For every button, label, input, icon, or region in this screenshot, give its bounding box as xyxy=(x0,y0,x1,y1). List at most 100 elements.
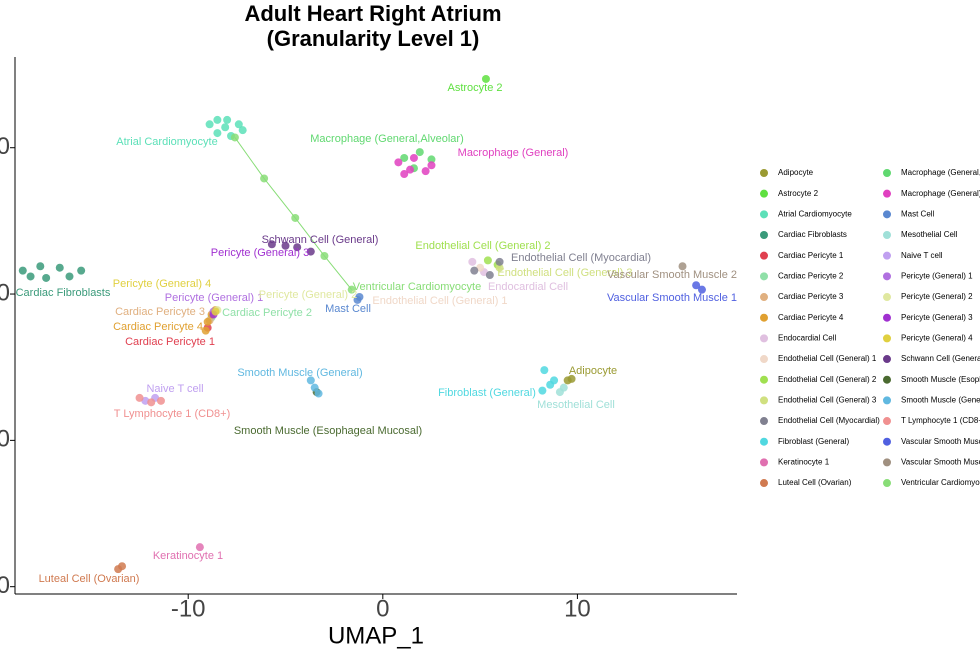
cell-point xyxy=(559,383,568,392)
cell-point xyxy=(135,393,144,402)
cluster-label: Pericyte (General) 1 xyxy=(165,292,263,304)
y-tick-label: -10 xyxy=(0,572,10,599)
legend-swatch xyxy=(760,437,768,446)
cell-point xyxy=(156,396,165,405)
cell-point xyxy=(203,317,212,326)
cluster-label: Cardiac Pericyte 3 xyxy=(115,306,205,318)
cell-point xyxy=(400,153,409,162)
cell-point xyxy=(26,272,35,281)
legend-swatch xyxy=(883,334,891,343)
legend-swatch xyxy=(883,355,891,364)
cell-point xyxy=(18,266,27,275)
legend-label: Cardiac Pericyte 3 xyxy=(778,292,844,301)
legend-label: Ventricular Cardiomyocyte xyxy=(901,478,980,487)
cell-point xyxy=(427,155,436,164)
cluster-label: Vascular Smooth Muscle 2 xyxy=(607,269,737,281)
cell-point xyxy=(306,376,315,385)
cell-point xyxy=(260,174,269,183)
cell-point xyxy=(65,272,74,281)
cell-point xyxy=(697,285,706,294)
legend-swatch xyxy=(883,189,891,198)
cell-point xyxy=(42,273,51,282)
legend-swatch xyxy=(883,396,891,405)
cell-point xyxy=(495,263,504,272)
cell-point xyxy=(692,281,701,290)
legend-swatch xyxy=(883,251,891,260)
legend-swatch xyxy=(760,189,768,198)
cluster-label: Smooth Muscle (General) xyxy=(237,367,362,379)
cell-point xyxy=(400,170,409,179)
legend-label: Macrophage (General,Alveolar) xyxy=(901,168,980,177)
cell-point xyxy=(238,126,247,135)
legend-swatch xyxy=(760,313,768,322)
legend-label: Pericyte (General) 4 xyxy=(901,333,973,342)
cell-point xyxy=(483,256,492,265)
legend-swatch xyxy=(760,396,768,405)
legend-swatch xyxy=(760,231,768,240)
cell-point xyxy=(310,383,319,392)
cell-point xyxy=(468,257,477,266)
cell-point xyxy=(195,543,204,552)
legend-label: Mast Cell xyxy=(901,209,935,218)
cell-point xyxy=(567,374,576,383)
x-tick-label: -10 xyxy=(171,595,206,622)
legend-swatch xyxy=(760,417,768,426)
cell-point xyxy=(353,295,362,304)
cluster-label: Naive T cell xyxy=(146,383,203,395)
x-tick-label: 10 xyxy=(564,595,591,622)
cell-point xyxy=(394,158,403,167)
cell-point xyxy=(291,213,300,222)
cell-point xyxy=(678,262,687,271)
cluster-label: Astrocyte 2 xyxy=(447,82,502,94)
cluster-label: T Lymphocyte 1 (CD8+) xyxy=(114,408,230,420)
legend-swatch xyxy=(760,458,768,467)
cell-point xyxy=(221,123,230,132)
legend-label: Pericyte (General) 2 xyxy=(901,292,973,301)
legend-swatch xyxy=(760,479,768,488)
legend-label: Endocardial Cell xyxy=(778,333,836,342)
cell-point xyxy=(406,165,415,174)
cell-point xyxy=(36,262,45,271)
cell-point xyxy=(211,307,220,316)
legend-swatch xyxy=(883,417,891,426)
legend-label: Astrocyte 2 xyxy=(778,189,819,198)
cluster-label: Cardiac Fibroblasts xyxy=(16,287,111,299)
cluster-label: Mast Cell xyxy=(325,303,371,315)
legend-swatch xyxy=(883,210,891,219)
legend-swatch xyxy=(760,375,768,384)
legend-label: Luteal Cell (Ovarian) xyxy=(778,478,852,487)
cell-point xyxy=(267,240,276,249)
legend-swatch xyxy=(883,479,891,488)
cell-point xyxy=(409,153,418,162)
cluster-label: Endothelial Cell (General) 3 xyxy=(497,267,632,279)
cell-point xyxy=(306,247,315,256)
legend-swatch xyxy=(883,231,891,240)
cluster-label: Cardiac Pericyte 2 xyxy=(222,307,312,319)
cell-point xyxy=(234,120,243,129)
legend-swatch xyxy=(883,169,891,177)
cell-point xyxy=(147,398,156,407)
cell-point xyxy=(281,241,290,250)
y-tick-label: 0 xyxy=(0,426,10,453)
cell-point xyxy=(314,389,323,398)
y-tick-label: 10 xyxy=(0,279,10,306)
legend-swatch xyxy=(883,458,891,467)
cluster-label: Luteal Cell (Ovarian) xyxy=(39,573,140,585)
legend-label: T Lymphocyte 1 (CD8+) xyxy=(901,416,980,425)
cell-point xyxy=(230,133,239,142)
cluster-label: Fibroblast (General) xyxy=(438,387,536,399)
legend-label: Schwann Cell (General) xyxy=(901,354,980,363)
cluster-label: Atrial Cardiomyocyte xyxy=(116,136,217,148)
legend-swatch xyxy=(883,272,891,281)
trajectory-line xyxy=(234,137,353,290)
cluster-label: Vascular Smooth Muscle 1 xyxy=(607,292,737,304)
legend-label: Cardiac Pericyte 2 xyxy=(778,271,844,280)
cell-point xyxy=(223,115,232,124)
legend-swatch xyxy=(760,169,768,177)
cluster-label: Pericyte (General) 3 xyxy=(211,247,309,259)
cluster-label: Smooth Muscle (Esophageal Mucosal) xyxy=(234,425,422,437)
cell-point xyxy=(421,167,430,176)
legend-label: Cardiac Pericyte 4 xyxy=(778,313,844,322)
chart-title: Adult Heart Right Atrium xyxy=(244,1,501,26)
